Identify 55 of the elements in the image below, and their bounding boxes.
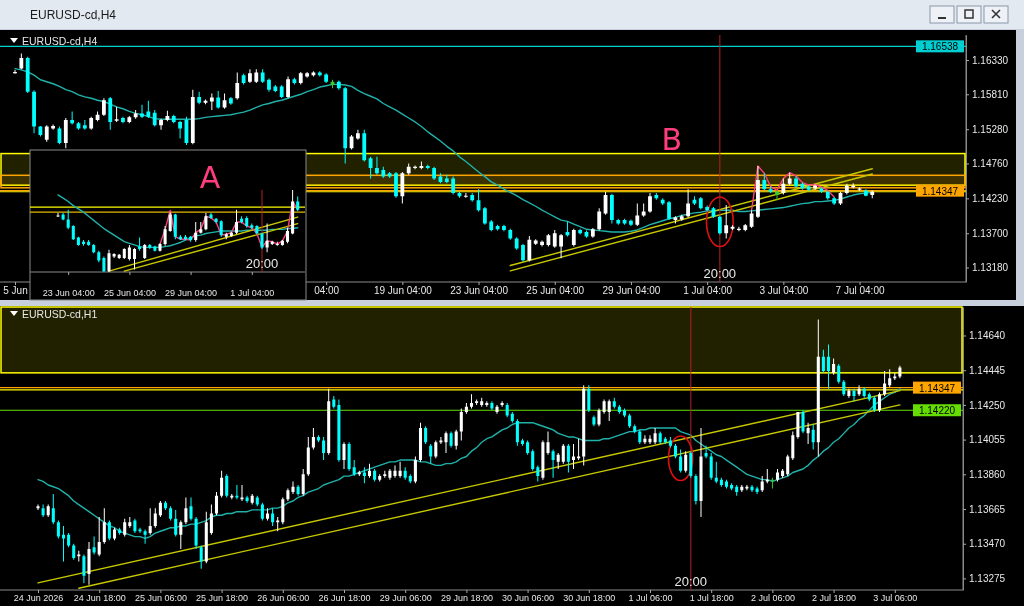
y-tick-label: 1.14445: [969, 364, 1006, 376]
y-tick-label: 1.13700: [972, 227, 1009, 239]
y-tick-label: 1.15280: [972, 123, 1009, 135]
annotation: A: [199, 160, 221, 195]
x-tick-label: 24 Jun 2026: [13, 593, 64, 603]
y-tick-label: 1.16330: [972, 54, 1009, 66]
x-tick-label: 24 Jun 18:00: [73, 593, 126, 603]
y-tick-label: 1.13860: [969, 469, 1006, 481]
x-tick-label: 29 Jun 04:00: [165, 288, 218, 298]
y-tick-label: 1.14230: [972, 193, 1009, 205]
x-tick-label: 3 Jul 04:00: [759, 285, 809, 296]
chart-title: EURUSD-cd,H4: [22, 35, 98, 47]
y-tick-label: 1.13470: [969, 538, 1006, 550]
y-tick-label: 1.13275: [969, 573, 1006, 585]
x-tick-label: 20:00: [674, 574, 708, 589]
x-tick-label: 26 Jun 06:00: [257, 593, 310, 603]
x-tick-label: 19 Jun 04:00: [373, 285, 433, 296]
ref-line-label: 1.16538: [921, 41, 959, 53]
x-tick-label: 20:00: [703, 266, 737, 281]
x-tick-label: 30 Jun 06:00: [502, 593, 555, 603]
x-tick-label: 1 Jul 04:00: [230, 288, 275, 298]
y-tick-label: 1.14760: [972, 158, 1009, 170]
x-tick-label: 30 Jun 18:00: [563, 593, 616, 603]
x-tick-label: 23 Jun 04:00: [450, 285, 509, 296]
x-tick-label: 7 Jul 04:00: [835, 285, 885, 296]
y-tick-label: 1.14055: [969, 434, 1006, 446]
x-tick-label: 29 Jun 04:00: [602, 285, 661, 296]
x-tick-label: 26 Jun 18:00: [318, 593, 371, 603]
y-tick-label: 1.15810: [972, 88, 1009, 100]
x-tick-label: 1 Jul 18:00: [689, 593, 734, 603]
x-tick-label: 2 Jul 18:00: [812, 593, 857, 603]
ref-line-label: 1.14347: [921, 185, 959, 197]
annotation: B: [661, 122, 683, 157]
x-tick-label: 25 Jun 06:00: [134, 593, 187, 603]
ref-line-label: 1.14220: [918, 405, 956, 417]
text: EURUSD-cd,H4: [30, 8, 117, 22]
x-tick-label: 3 Jul 06:00: [873, 593, 918, 603]
x-tick-label: 1 Jul 06:00: [628, 593, 673, 603]
y-tick-label: 1.14640: [969, 330, 1006, 342]
y-tick-label: 1.14250: [969, 399, 1006, 411]
x-tick-label: 23 Jun 04:00: [42, 288, 95, 298]
x-tick-label: 25 Jun 18:00: [196, 593, 249, 603]
x-tick-label: 1 Jul 04:00: [683, 285, 733, 296]
y-tick-label: 1.13180: [972, 262, 1009, 274]
x-tick-label: 5 Jun: [3, 285, 28, 296]
ref-line-label: 1.14347: [918, 382, 956, 394]
x-tick-label: 2 Jul 06:00: [750, 593, 795, 603]
x-tick-label: 29 Jun 06:00: [379, 593, 432, 603]
x-tick-label: 25 Jun 04:00: [103, 288, 156, 298]
x-tick-label: 29 Jun 18:00: [440, 593, 493, 603]
x-tick-label: 20:00: [245, 256, 279, 271]
y-tick-label: 1.13665: [969, 503, 1006, 515]
x-tick-label: 25 Jun 04:00: [526, 285, 585, 296]
x-tick-label: 04:00: [314, 285, 340, 296]
chart-title: EURUSD-cd,H1: [22, 308, 98, 320]
